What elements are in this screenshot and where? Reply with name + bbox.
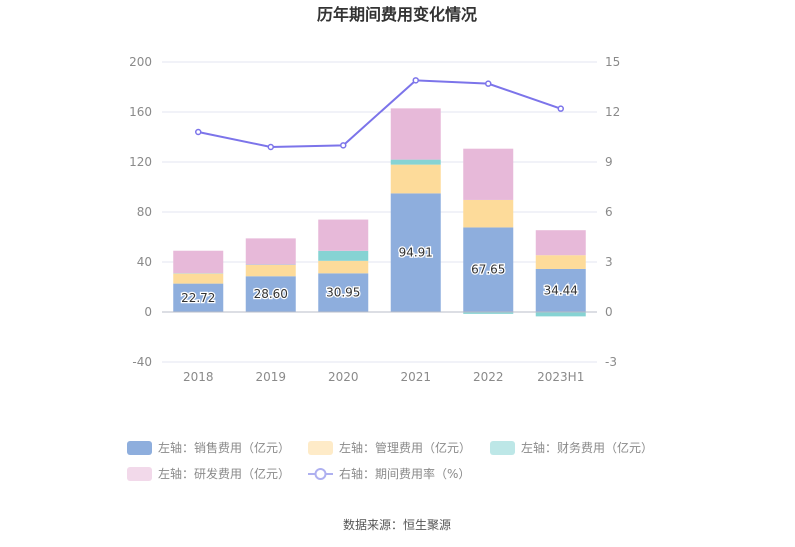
data-label: 67.65 xyxy=(471,263,505,277)
legend-label: 左轴：管理费用（亿元） xyxy=(339,440,471,455)
legend: 左轴：销售费用（亿元） 左轴：管理费用（亿元） 左轴：财务费用（亿元） 左轴：研发费用… xyxy=(127,440,653,481)
x-tick-label: 2019 xyxy=(255,370,286,384)
left-axis: -40 0 40 80 120 160 200 xyxy=(129,55,152,369)
bar-segment xyxy=(318,219,369,251)
chart-title: 历年期间费用变化情况 xyxy=(317,5,477,24)
data-label: 28.60 xyxy=(254,287,288,301)
bar-segment xyxy=(318,273,369,312)
legend-label: 左轴：销售费用（亿元） xyxy=(158,440,290,455)
right-axis: -3 0 3 6 9 12 15 xyxy=(605,55,620,369)
legend-label: 左轴：研发费用（亿元） xyxy=(158,466,290,481)
bar-segment xyxy=(390,159,441,165)
bar-segment xyxy=(535,230,586,256)
x-tick-label: 2021 xyxy=(400,370,431,384)
left-tick-label: 120 xyxy=(129,155,152,169)
bar-segment xyxy=(173,250,224,274)
bar-segment xyxy=(535,268,586,312)
bar-segment xyxy=(318,250,369,261)
data-label: 94.91 xyxy=(399,246,433,260)
bar-segment xyxy=(245,265,296,277)
x-tick-label: 2018 xyxy=(183,370,214,384)
legend-label: 右轴：期间费用率（%） xyxy=(339,466,470,481)
bar-segment xyxy=(245,238,296,265)
bar-segment xyxy=(173,283,224,312)
x-axis: 2018 2019 2020 2021 2022 2023H1 xyxy=(183,370,584,384)
data-label: 30.95 xyxy=(326,286,360,300)
bar-segment xyxy=(463,312,514,314)
rate-point xyxy=(557,105,564,112)
legend-item[interactable]: 左轴：管理费用（亿元） xyxy=(308,440,471,455)
rate-point xyxy=(340,142,347,149)
gridlines xyxy=(162,61,597,363)
right-tick-label: 6 xyxy=(605,205,613,219)
left-tick-label: -40 xyxy=(132,355,152,369)
rate-point xyxy=(485,80,492,87)
x-tick-label: 2020 xyxy=(328,370,359,384)
left-tick-label: 160 xyxy=(129,105,152,119)
legend-swatch-icon xyxy=(490,441,515,455)
legend-label: 左轴：财务费用（亿元） xyxy=(521,440,653,455)
right-tick-label: 12 xyxy=(605,105,620,119)
legend-item[interactable]: 右轴：期间费用率（%） xyxy=(308,466,470,481)
bar-segment xyxy=(390,164,441,194)
left-tick-label: 40 xyxy=(137,255,152,269)
right-tick-label: -3 xyxy=(605,355,617,369)
x-tick-label: 2022 xyxy=(473,370,504,384)
left-tick-label: 0 xyxy=(144,305,152,319)
legend-item[interactable]: 左轴：研发费用（亿元） xyxy=(127,466,290,481)
rate-line xyxy=(198,79,562,149)
right-tick-label: 3 xyxy=(605,255,613,269)
x-tick-label: 2023H1 xyxy=(537,370,584,384)
bar-segment xyxy=(390,193,441,312)
right-tick-label: 9 xyxy=(605,155,613,169)
data-label: 22.72 xyxy=(181,291,215,305)
bar-segment xyxy=(173,273,224,284)
legend-swatch-icon xyxy=(127,441,152,455)
right-tick-label: 0 xyxy=(605,305,613,319)
bar-segment xyxy=(463,199,514,228)
legend-swatch-icon xyxy=(127,467,152,481)
bar-segment xyxy=(390,108,441,160)
left-tick-label: 200 xyxy=(129,55,152,69)
left-tick-label: 80 xyxy=(137,205,152,219)
bar-segment xyxy=(535,312,586,317)
bar-segment xyxy=(463,227,514,312)
legend-item[interactable]: 左轴：财务费用（亿元） xyxy=(490,440,653,455)
bar-segment xyxy=(535,255,586,269)
rate-point xyxy=(267,143,274,151)
legend-swatch-icon xyxy=(308,441,333,455)
bar-segment xyxy=(245,276,296,312)
source-note: 数据来源：恒生聚源 xyxy=(343,517,451,532)
data-label: 34.44 xyxy=(544,283,578,297)
data-labels: 22.72 28.60 30.95 94.91 67.65 34.44 xyxy=(180,244,579,306)
legend-marker-icon xyxy=(314,468,327,480)
rate-point xyxy=(412,77,419,84)
bar-segment xyxy=(463,148,514,200)
rate-line-series xyxy=(195,77,564,151)
right-tick-label: 15 xyxy=(605,55,620,69)
bar-segment xyxy=(318,260,369,274)
bar-series xyxy=(173,108,586,317)
rate-point xyxy=(195,128,202,136)
legend-item[interactable]: 左轴：销售费用（亿元） xyxy=(127,440,290,455)
